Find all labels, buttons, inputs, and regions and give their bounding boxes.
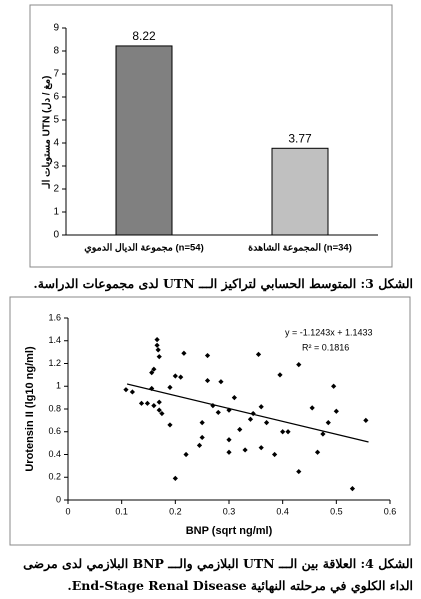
- y-tick-label: 4: [53, 138, 59, 149]
- point: [333, 408, 339, 414]
- y-tick-label: 3: [53, 161, 59, 172]
- point: [285, 429, 291, 435]
- y-tick-label: 0.6: [48, 426, 61, 436]
- x-tick-label: 0.6: [384, 506, 397, 516]
- point: [129, 389, 135, 395]
- point: [247, 416, 254, 422]
- value-label: 3.77: [288, 131, 312, 145]
- r-squared: R² = 0.1816: [302, 342, 349, 352]
- y-tick-label: 1.2: [48, 358, 61, 368]
- point: [172, 373, 178, 379]
- y-tick-label: 0.8: [48, 403, 61, 413]
- point: [151, 366, 157, 372]
- point: [226, 437, 232, 443]
- y-tick-label: 6: [53, 92, 59, 103]
- x-tick-label: 0: [65, 506, 70, 516]
- point: [237, 426, 243, 433]
- point: [151, 402, 157, 409]
- x-tick-label: 0.5: [330, 506, 343, 516]
- point: [218, 379, 224, 385]
- point: [314, 449, 321, 455]
- y-tick-label: 1: [53, 207, 59, 218]
- point: [183, 451, 189, 458]
- equation: y = -1.1243x + 1.1433: [285, 327, 373, 337]
- point: [178, 374, 184, 380]
- y-tick-label: 7: [53, 69, 59, 80]
- trendline: [126, 383, 369, 443]
- point: [215, 409, 221, 416]
- value-label: 8.22: [132, 29, 156, 43]
- y-tick-label: 5: [53, 115, 59, 126]
- y-tick-label: 0: [56, 494, 61, 504]
- x-tick-label: 0.4: [276, 506, 289, 516]
- bar: [115, 45, 173, 236]
- point: [167, 422, 173, 428]
- point: [320, 431, 326, 437]
- x-tick-label: 0.1: [115, 506, 128, 516]
- point: [154, 337, 160, 343]
- y-tick-label: 1: [56, 381, 61, 391]
- bar-chart: مستويات الـ UTN (مغ / دل) 0 1 2 3 4 5 6 7 8 9 8.22…: [29, 4, 393, 268]
- point: [349, 486, 356, 492]
- point: [199, 420, 205, 426]
- y-tick-label: 1.6: [48, 312, 61, 322]
- point: [331, 383, 337, 389]
- y-tick-label: 1.4: [48, 335, 61, 345]
- point: [258, 404, 264, 410]
- point: [250, 410, 256, 417]
- y-axis-label: Urotensin II (lg10 ng/ml): [24, 346, 36, 472]
- point: [144, 400, 151, 406]
- point: [272, 451, 278, 458]
- point: [258, 445, 264, 451]
- point: [242, 447, 248, 453]
- point: [156, 399, 162, 405]
- point: [263, 420, 270, 426]
- point: [167, 384, 173, 390]
- point: [155, 347, 161, 353]
- chart-frame: [29, 4, 393, 268]
- point: [226, 449, 232, 455]
- point: [309, 405, 315, 411]
- point: [277, 372, 283, 378]
- x-tick-label: 0.2: [169, 506, 182, 516]
- point: [255, 351, 262, 357]
- point: [231, 395, 237, 401]
- point: [363, 417, 369, 423]
- x-tick-label: مجموعة الديال الدموي (n=54): [84, 243, 203, 254]
- scatter-chart: BNP (sqrt ng/ml) Urotensin II (lg10 ng/m…: [9, 296, 411, 546]
- x-axis-label: BNP (sqrt ng/ml): [186, 525, 273, 537]
- point: [181, 350, 187, 356]
- point: [204, 352, 211, 359]
- y-tick-label: 0: [53, 230, 59, 241]
- chart-frame: [9, 296, 411, 546]
- point: [172, 475, 178, 481]
- point: [280, 429, 286, 435]
- point: [204, 377, 211, 384]
- point: [296, 468, 302, 475]
- point: [123, 387, 129, 393]
- point: [154, 342, 160, 348]
- point: [325, 420, 331, 426]
- point: [156, 354, 162, 360]
- point: [196, 442, 203, 448]
- x-tick-label: المجموعة الشاهدة (n=34): [248, 243, 352, 254]
- caption: الداء الكلوي في مرحلته النهائية End-Stag…: [67, 578, 413, 593]
- caption: الشكل 4: العلاقة بين الـــ UTN البلازمي …: [23, 556, 413, 571]
- x-tick-label: 0.3: [223, 506, 236, 516]
- y-axis-label: مستويات الـ UTN (مغ / دل): [42, 76, 53, 190]
- y-tick-label: 0.4: [48, 449, 61, 459]
- bar: [271, 147, 329, 236]
- point: [199, 434, 205, 441]
- caption: الشكل 3: المتوسط الحسابي لتراكيز الـــ U…: [33, 276, 413, 291]
- y-tick-label: 8: [53, 46, 59, 57]
- point: [296, 362, 302, 368]
- y-tick-label: 9: [53, 23, 59, 34]
- point: [138, 400, 145, 406]
- y-tick-label: 0.2: [48, 472, 61, 482]
- y-tick-label: 2: [53, 184, 59, 195]
